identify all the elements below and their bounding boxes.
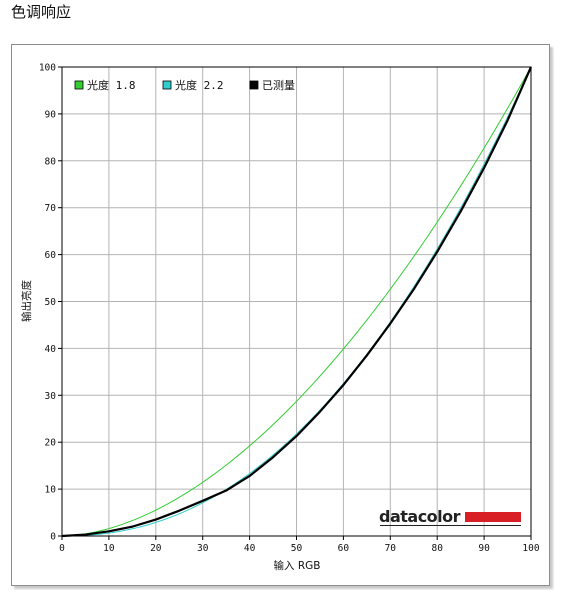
series-line-1 — [61, 66, 532, 537]
x-tick-label: 80 — [431, 543, 443, 554]
legend-swatch-2 — [249, 80, 259, 90]
logo-text: datacolor — [379, 507, 461, 526]
series-line-2 — [61, 66, 533, 538]
legend-label-0: 光度 1.8 — [87, 78, 136, 92]
x-tick-label: 100 — [522, 543, 539, 554]
x-tick-label: 10 — [103, 543, 115, 554]
logo-bar — [465, 512, 521, 522]
x-tick-label: 50 — [291, 543, 303, 554]
y-tick-label: 80 — [45, 156, 57, 167]
y-tick-label: 60 — [45, 250, 57, 261]
y-tick-label: 20 — [45, 438, 57, 449]
legend-label-1: 光度 2.2 — [175, 78, 224, 92]
y-tick-label: 10 — [45, 485, 57, 496]
y-tick-label: 70 — [45, 203, 57, 214]
datacolor-logo: datacolor — [379, 507, 521, 526]
plot-border — [61, 66, 532, 537]
x-tick-label: 90 — [478, 543, 490, 554]
x-tick-label: 20 — [150, 543, 162, 554]
tick-labels: 0 10 20 30 40 50 60 70 80 90 100 0 10 20 30 40 50 60 70 80 9… — [39, 63, 540, 555]
x-tick-label: 60 — [338, 543, 350, 554]
y-tick-label: 40 — [45, 344, 57, 355]
x-tick-label: 30 — [197, 543, 209, 554]
x-axis-label: 输入 RGB — [274, 559, 321, 572]
y-tick-label: 0 — [50, 532, 56, 543]
x-tick-label: 40 — [244, 543, 256, 554]
x-tick-label: 70 — [385, 543, 397, 554]
series-lines — [61, 66, 533, 538]
logo-underline — [380, 525, 521, 526]
page-title: 色调响应 — [11, 3, 72, 21]
legend-swatch-0 — [74, 80, 84, 90]
chart-frame — [11, 44, 550, 586]
grid-lines — [62, 67, 531, 536]
x-tick-label: 0 — [59, 543, 65, 554]
legend-swatch-1 — [162, 80, 172, 90]
series-line-0 — [61, 66, 532, 537]
legend-label-2: 已测量 — [262, 79, 295, 92]
y-axis-label: 输出亮度 — [20, 280, 33, 322]
y-tick-label: 50 — [45, 297, 57, 308]
y-tick-label: 100 — [39, 63, 56, 74]
y-tick-label: 90 — [45, 109, 57, 120]
y-tick-label: 30 — [45, 391, 57, 402]
legend: 光度 1.8 光度 2.2 已测量 — [74, 78, 295, 92]
